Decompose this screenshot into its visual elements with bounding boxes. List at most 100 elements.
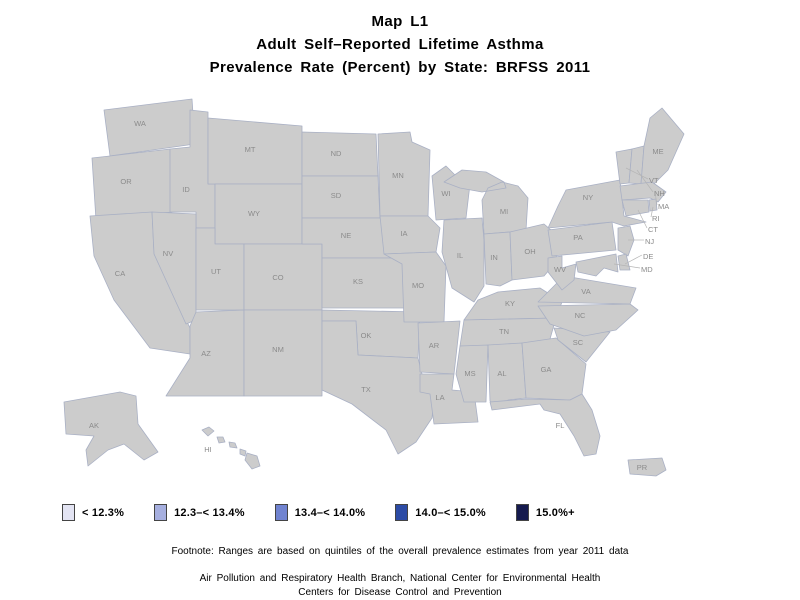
state-wv [547, 255, 577, 291]
state-label-ny: NY [583, 193, 593, 202]
state-pr [627, 457, 667, 477]
state-label-al: AL [497, 369, 506, 378]
legend-swatch-q3 [274, 504, 288, 521]
source-line-1: Air Pollution and Respiratory Health Bra… [199, 573, 601, 584]
leader-line-ri [650, 206, 654, 218]
legend-item-q5: 15.0%+ [515, 504, 575, 521]
state-label-ky: KY [505, 299, 515, 308]
state-label-hi: HI [204, 445, 212, 454]
legend-item-q2: 12.3–< 13.4% [154, 504, 245, 521]
state-ak [63, 391, 159, 467]
choropleth-map: WA OR CA NV ID MT WY UT CO AZ NM ND SD N… [63, 98, 685, 477]
legend-label-q2: 12.3–< 13.4% [174, 506, 245, 519]
state-nc [537, 303, 639, 337]
state-label-md: MD [641, 265, 653, 274]
source-line-2: Centers for Disease Control and Preventi… [298, 587, 502, 598]
state-label-tx: TX [361, 385, 371, 394]
state-label-ms: MS [464, 369, 475, 378]
state-label-nh: NH [654, 189, 665, 198]
legend-item-q1: < 12.3% [62, 504, 124, 521]
state-label-me: ME [652, 147, 663, 156]
state-nv [151, 211, 197, 325]
legend-label-q4: 14.0–< 15.0% [415, 506, 486, 519]
state-label-ak: AK [89, 421, 99, 430]
state-label-nc: NC [575, 311, 586, 320]
state-label-wy: WY [248, 209, 260, 218]
state-label-ga: GA [541, 365, 552, 374]
legend-item-q3: 13.4–< 14.0% [274, 504, 366, 521]
state-label-va: VA [581, 287, 590, 296]
state-al [487, 342, 527, 407]
state-label-ks: KS [353, 277, 363, 286]
title-line-2: Adult Self–Reported Lifetime Asthma [256, 36, 544, 53]
legend-label-q3: 13.4–< 14.0% [294, 506, 366, 519]
state-label-ne: NE [341, 231, 351, 240]
state-label-mo: MO [412, 281, 424, 290]
state-label-in: IN [490, 253, 498, 262]
state-label-oh: OH [524, 247, 535, 256]
state-label-ma: MA [658, 202, 669, 211]
state-label-az: AZ [201, 349, 211, 358]
state-ct [621, 199, 650, 217]
state-il [441, 217, 485, 303]
state-label-ut: UT [211, 267, 221, 276]
state-or [91, 148, 173, 221]
leader-line-vt [625, 167, 649, 180]
state-label-ct: CT [648, 225, 658, 234]
state-label-nv: NV [163, 249, 173, 258]
state-pa [547, 221, 617, 257]
leader-line-nh [636, 169, 654, 193]
state-label-sc: SC [573, 338, 584, 347]
state-label-pr: PR [637, 463, 648, 472]
state-wa [103, 98, 196, 157]
state-label-fl: FL [556, 421, 565, 430]
state-label-wv: WV [554, 265, 566, 274]
state-label-tn: TN [499, 327, 509, 336]
state-label-mn: MN [392, 171, 404, 180]
state-label-il: IL [457, 251, 463, 260]
legend-label-q5: 15.0%+ [535, 506, 575, 519]
state-ms [455, 344, 489, 403]
state-nj [617, 225, 635, 257]
state-label-pa: PA [573, 233, 582, 242]
state-label-ar: AR [429, 341, 440, 350]
state-md [575, 253, 619, 277]
state-label-wa: WA [134, 119, 146, 128]
leader-line-ct [637, 209, 648, 229]
state-label-la: LA [435, 393, 444, 402]
state-label-ok: OK [361, 331, 372, 340]
leader-line-ma [654, 191, 658, 206]
state-in [483, 231, 513, 287]
state-fl [489, 393, 601, 457]
state-ri [648, 198, 658, 212]
title-line-3: Prevalence Rate (Percent) by State: BRFS… [209, 59, 591, 76]
title-line-1: Map L1 [371, 13, 429, 30]
state-label-ri: RI [652, 214, 660, 223]
state-ia [379, 215, 441, 255]
state-label-wi: WI [441, 189, 450, 198]
state-label-or: OR [120, 177, 132, 186]
legend-swatch-q2 [154, 504, 168, 521]
state-label-vt: VT [649, 176, 659, 185]
state-label-nm: NM [272, 345, 284, 354]
legend-item-q4: 14.0–< 15.0% [395, 504, 486, 521]
leader-line-md [613, 263, 641, 269]
legend-swatch-q1 [62, 504, 75, 521]
state-label-mt: MT [245, 145, 256, 154]
state-label-mi: MI [500, 207, 508, 216]
state-label-ia: IA [400, 229, 407, 238]
state-mn [377, 131, 431, 217]
legend-swatch-q4 [395, 504, 409, 521]
state-nm [243, 309, 323, 397]
legend: < 12.3% 12.3–< 13.4% 13.4–< 14.0% 14.0–<… [62, 504, 605, 521]
legend-label-q1: < 12.3% [82, 506, 125, 519]
state-label-ca: CA [115, 269, 125, 278]
state-label-sd: SD [331, 191, 342, 200]
state-tx [321, 320, 437, 455]
state-la [419, 373, 479, 425]
map-title: Map L1 Adult Self–Reported Lifetime Asth… [0, 10, 800, 79]
footnote: Footnote: Ranges are based on quintiles … [171, 546, 629, 557]
leader-line-de [624, 254, 643, 265]
state-hi [201, 426, 261, 470]
